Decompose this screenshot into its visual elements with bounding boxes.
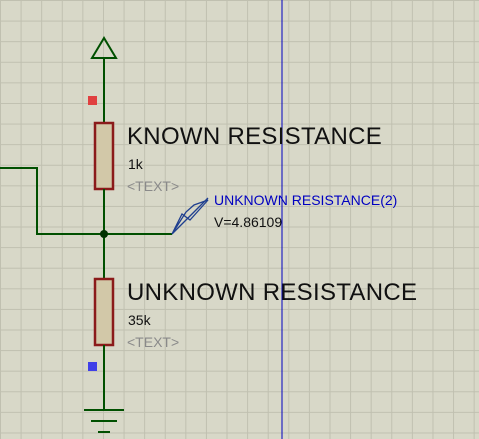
r1-name-label: KNOWN RESISTANCE	[127, 123, 383, 150]
r1-text-placeholder: <TEXT>	[127, 178, 180, 194]
r1-value-label: 1k	[128, 156, 143, 172]
r2-name-label: UNKNOWN RESISTANCE	[127, 279, 418, 306]
probe-name-label: UNKNOWN RESISTANCE(2)	[214, 192, 398, 208]
power-terminal-arrow-icon[interactable]	[90, 36, 118, 122]
junction-dot[interactable]	[100, 230, 108, 238]
probe-voltage-readout: V=4.86109	[214, 214, 283, 230]
r2-text-placeholder: <TEXT>	[127, 334, 180, 350]
voltage-probe-arrow-icon[interactable]	[171, 197, 209, 235]
r2-pin-marker[interactable]	[88, 362, 97, 371]
r1-pin-marker[interactable]	[88, 96, 97, 105]
r2-value-label: 35k	[128, 312, 151, 328]
ground-terminal-icon[interactable]	[84, 409, 124, 433]
wire-left-input[interactable]	[0, 167, 104, 235]
r2-resistor-body[interactable]	[93, 277, 115, 347]
r1-resistor-body[interactable]	[93, 121, 115, 191]
